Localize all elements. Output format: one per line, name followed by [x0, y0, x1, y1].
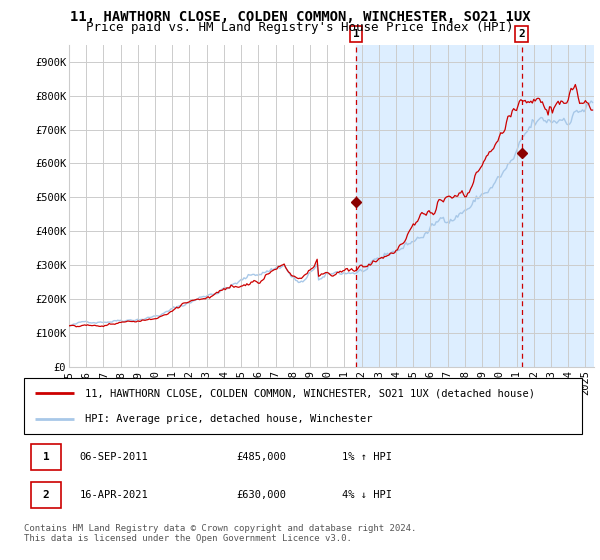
- Text: Price paid vs. HM Land Registry's House Price Index (HPI): Price paid vs. HM Land Registry's House …: [86, 21, 514, 34]
- Text: 06-SEP-2011: 06-SEP-2011: [80, 452, 149, 463]
- FancyBboxPatch shape: [31, 445, 61, 470]
- Text: 11, HAWTHORN CLOSE, COLDEN COMMON, WINCHESTER, SO21 1UX (detached house): 11, HAWTHORN CLOSE, COLDEN COMMON, WINCH…: [85, 388, 535, 398]
- Text: £630,000: £630,000: [236, 490, 286, 500]
- Text: 1% ↑ HPI: 1% ↑ HPI: [342, 452, 392, 463]
- Bar: [356, 45, 600, 367]
- Text: 2: 2: [518, 29, 525, 39]
- Text: £485,000: £485,000: [236, 452, 286, 463]
- Text: 1: 1: [353, 29, 359, 39]
- Text: 11, HAWTHORN CLOSE, COLDEN COMMON, WINCHESTER, SO21 1UX: 11, HAWTHORN CLOSE, COLDEN COMMON, WINCH…: [70, 10, 530, 24]
- Text: 16-APR-2021: 16-APR-2021: [80, 490, 149, 500]
- Text: 4% ↓ HPI: 4% ↓ HPI: [342, 490, 392, 500]
- Text: Contains HM Land Registry data © Crown copyright and database right 2024.
This d: Contains HM Land Registry data © Crown c…: [24, 524, 416, 543]
- Text: 2: 2: [43, 490, 49, 500]
- Text: 1: 1: [43, 452, 49, 463]
- FancyBboxPatch shape: [31, 482, 61, 508]
- FancyBboxPatch shape: [24, 378, 582, 434]
- Text: HPI: Average price, detached house, Winchester: HPI: Average price, detached house, Winc…: [85, 414, 373, 424]
